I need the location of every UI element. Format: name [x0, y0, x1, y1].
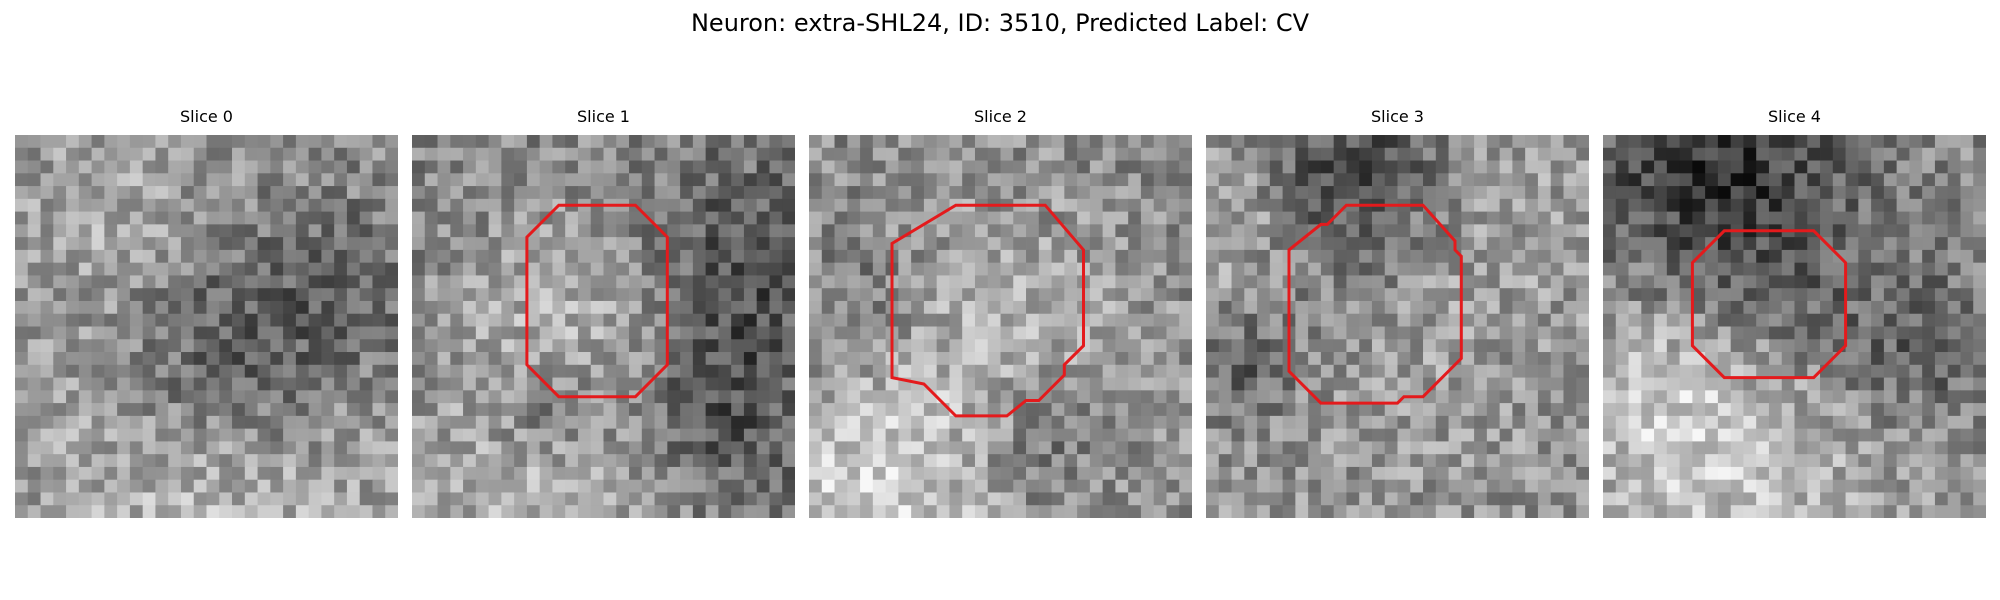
slice-title: Slice 4 [1768, 107, 1821, 126]
slice-image [15, 135, 398, 518]
slice-panel-4: Slice 4 [1603, 106, 1986, 518]
roi-contour [1287, 203, 1463, 405]
roi-contour [525, 203, 669, 399]
slice-panel-1: Slice 1 [412, 106, 795, 518]
slice-image [809, 135, 1192, 518]
slice-panel-2: Slice 2 [809, 106, 1192, 518]
slice-panel-0: Slice 0 [15, 106, 398, 518]
figure-title: Neuron: extra-SHL24, ID: 3510, Predicted… [690, 9, 1310, 37]
slice-title: Slice 2 [974, 107, 1027, 126]
slice-image [1603, 135, 1986, 518]
slice-panel-3: Slice 3 [1206, 106, 1589, 518]
slice-image [412, 135, 795, 518]
slice-title: Slice 1 [577, 107, 630, 126]
roi-contour [1690, 229, 1848, 380]
slice-title: Slice 3 [1371, 107, 1424, 126]
slice-title: Slice 0 [180, 107, 233, 126]
roi-contour [890, 203, 1085, 418]
slice-image [1206, 135, 1589, 518]
